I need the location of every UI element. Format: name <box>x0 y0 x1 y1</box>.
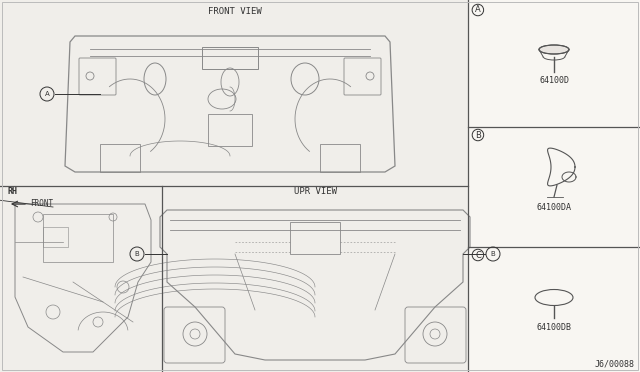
Text: C: C <box>475 250 481 260</box>
Bar <box>43 214 113 262</box>
Text: B: B <box>491 251 495 257</box>
Bar <box>290 222 340 254</box>
Text: B: B <box>475 131 481 140</box>
Bar <box>43 227 68 247</box>
Text: UPR VIEW: UPR VIEW <box>294 186 337 196</box>
Text: B: B <box>134 251 140 257</box>
Text: 64100DB: 64100DB <box>536 323 572 332</box>
Bar <box>202 47 258 69</box>
Text: A: A <box>45 91 49 97</box>
Text: 64100DA: 64100DA <box>536 202 572 212</box>
Text: 64100D: 64100D <box>539 76 569 85</box>
Text: A: A <box>475 6 481 15</box>
Text: FRONT VIEW: FRONT VIEW <box>208 7 262 16</box>
Bar <box>468 0 640 372</box>
Text: J6/00088: J6/00088 <box>595 359 635 369</box>
Text: RH: RH <box>8 186 18 196</box>
Ellipse shape <box>539 45 569 54</box>
Text: FRONT: FRONT <box>30 199 53 208</box>
Bar <box>208 114 252 146</box>
